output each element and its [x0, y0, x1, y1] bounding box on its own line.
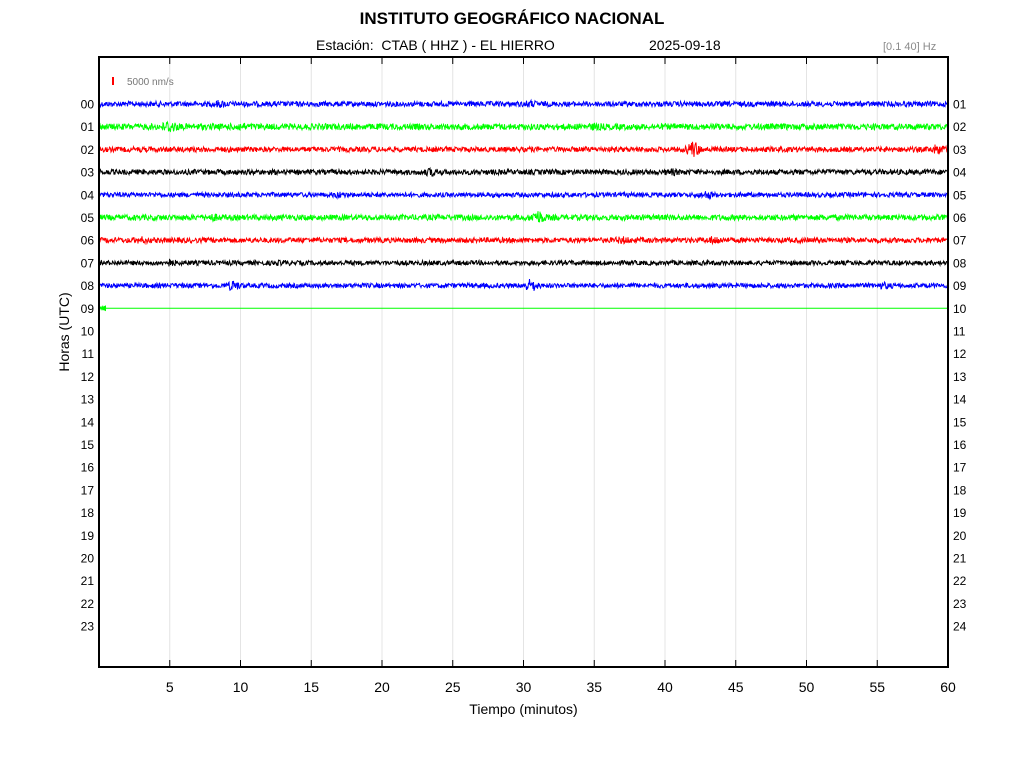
- hour-tick-label: 16: [81, 461, 95, 475]
- hour-tick-label: 10: [81, 325, 95, 339]
- hour-tick-label: 02: [953, 120, 967, 134]
- seismic-trace-hour-8: [98, 278, 949, 292]
- y-axis-label: Horas (UTC): [56, 292, 72, 371]
- hour-tick-label: 16: [953, 438, 967, 452]
- hour-tick-label: 01: [953, 98, 967, 112]
- hour-tick-label: 23: [81, 620, 95, 634]
- x-tick-label: 60: [940, 679, 956, 695]
- hour-tick-label: 22: [953, 574, 967, 588]
- hour-tick-label: 20: [81, 552, 95, 566]
- hour-tick-label: 19: [953, 506, 967, 520]
- hour-tick-label: 09: [81, 302, 95, 316]
- scale-label: 5000 nm/s: [127, 77, 174, 88]
- hour-tick-label: 04: [81, 188, 95, 202]
- seismic-traces: [98, 98, 949, 312]
- hour-tick-label: 05: [81, 211, 95, 225]
- x-axis-label: Tiempo (minutos): [469, 701, 577, 717]
- chart-title: INSTITUTO GEOGRÁFICO NACIONAL: [359, 9, 665, 28]
- hour-tick-label: 12: [953, 347, 967, 361]
- seismic-trace-hour-2: [98, 141, 949, 157]
- hour-tick-label: 21: [953, 552, 967, 566]
- scale-bar: [112, 77, 114, 85]
- hour-tick-label: 02: [81, 143, 95, 157]
- hour-tick-label: 06: [81, 234, 95, 248]
- seismic-trace-hour-1: [98, 120, 949, 133]
- hour-tick-label: 06: [953, 211, 967, 225]
- hour-tick-label: 12: [81, 370, 95, 384]
- hour-tick-label: 13: [953, 370, 967, 384]
- hour-tick-label: 22: [81, 597, 95, 611]
- date-label: 2025-09-18: [649, 37, 721, 53]
- right-hour-ticks: 01 02 03 04 05 06 07 08 09 10 11 12 13 14 15 16 17 18 19 20…: [953, 98, 967, 634]
- x-tick-label: 50: [799, 679, 815, 695]
- vertical-grid: [169, 57, 878, 667]
- hour-tick-label: 21: [81, 574, 95, 588]
- seismic-trace-hour-5: [98, 211, 949, 223]
- hour-tick-label: 14: [953, 393, 967, 407]
- x-tick-label: 35: [586, 679, 602, 695]
- hour-tick-label: 07: [953, 234, 967, 248]
- seismic-trace-hour-9: [98, 305, 107, 311]
- x-tick-label: 10: [233, 679, 249, 695]
- amplitude-scale: 5000 nm/s: [112, 77, 174, 88]
- hour-tick-label: 03: [81, 166, 95, 180]
- x-tick-label: 5: [166, 679, 174, 695]
- seismic-trace-hour-3: [98, 166, 949, 177]
- hour-tick-label: 03: [953, 143, 967, 157]
- hour-tick-label: 14: [81, 415, 95, 429]
- x-tick-label: 45: [728, 679, 744, 695]
- x-tick-label: 20: [374, 679, 390, 695]
- hour-tick-label: 19: [81, 529, 95, 543]
- hour-tick-label: 11: [953, 325, 966, 339]
- hour-tick-label: 23: [953, 597, 967, 611]
- hour-tick-label: 18: [81, 506, 95, 520]
- x-tick-label: 40: [657, 679, 673, 695]
- seismic-trace-hour-4: [98, 190, 949, 201]
- hour-tick-label: 09: [953, 279, 967, 293]
- hour-tick-label: 04: [953, 166, 967, 180]
- hour-tick-label: 15: [953, 415, 967, 429]
- left-hour-ticks: 00 01 02 03 04 05 06 07 08 09 10 11 12 13 14 15 16 17 18 19…: [81, 98, 95, 634]
- hour-tick-label: 11: [82, 347, 95, 361]
- hour-tick-label: 13: [81, 393, 95, 407]
- filter-band-label: [0.1 40] Hz: [883, 41, 937, 53]
- hour-tick-label: 20: [953, 529, 967, 543]
- hour-tick-label: 17: [953, 461, 967, 475]
- hour-tick-label: 18: [953, 483, 967, 497]
- hour-tick-label: 01: [81, 120, 95, 134]
- hour-tick-label: 10: [953, 302, 967, 316]
- hour-tick-label: 24: [953, 620, 967, 634]
- x-tick-label: 30: [516, 679, 532, 695]
- hour-tick-label: 17: [81, 483, 95, 497]
- seismic-trace-hour-0: [98, 98, 949, 109]
- hour-tick-label: 08: [81, 279, 95, 293]
- hour-tick-label: 07: [81, 256, 95, 270]
- seismic-trace-hour-7: [98, 258, 949, 268]
- hour-tick-label: 15: [81, 438, 95, 452]
- x-tick-label: 55: [869, 679, 885, 695]
- hour-tick-label: 05: [953, 188, 967, 202]
- x-axis-ticks: 5 10 15 20 25 30 35 40 45 50 55 60: [166, 57, 956, 695]
- hour-tick-label: 08: [953, 256, 967, 270]
- hour-tick-label: 00: [81, 98, 95, 112]
- x-tick-label: 15: [303, 679, 319, 695]
- station-label: Estación: CTAB ( HHZ ) - EL HIERRO: [316, 37, 555, 53]
- seismic-trace-hour-6: [98, 235, 949, 246]
- x-tick-label: 25: [445, 679, 461, 695]
